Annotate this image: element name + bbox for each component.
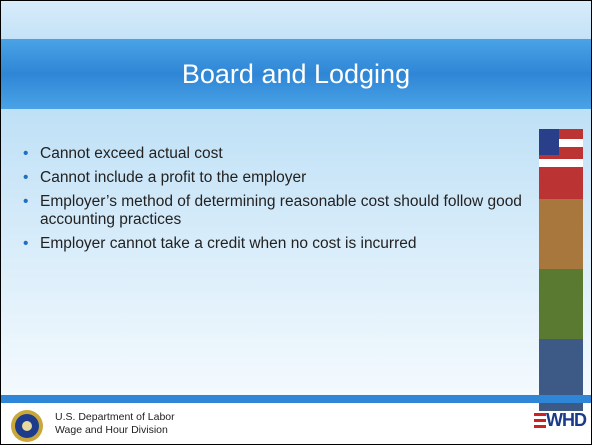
photo-flag-stripe bbox=[539, 139, 583, 147]
logo-stripe bbox=[534, 413, 546, 416]
photo-strip bbox=[539, 129, 583, 411]
content: Cannot exceed actual cost Cannot include … bbox=[1, 109, 591, 395]
dol-seal bbox=[11, 410, 43, 442]
bullet: Cannot include a profit to the employer bbox=[23, 169, 533, 187]
photo-workers bbox=[539, 199, 583, 269]
photo-flag-canton bbox=[539, 129, 559, 155]
whd-logo: WHD bbox=[546, 410, 587, 430]
bottom-band bbox=[1, 395, 591, 403]
photo-flag-stripe bbox=[539, 159, 583, 167]
top-strip bbox=[1, 1, 591, 39]
logo-stripe bbox=[534, 419, 546, 422]
bullet-list: Cannot exceed actual cost Cannot include … bbox=[23, 145, 533, 259]
bullet: Employer’s method of determining reasona… bbox=[23, 193, 533, 229]
logo-stripe bbox=[534, 425, 546, 428]
seal-emblem bbox=[22, 421, 32, 431]
bullet: Cannot exceed actual cost bbox=[23, 145, 533, 163]
footer-line: U.S. Department of Labor bbox=[55, 411, 175, 423]
title-band: Board and Lodging bbox=[1, 39, 591, 109]
whd-logo-art bbox=[534, 413, 546, 428]
footer-line: Wage and Hour Division bbox=[55, 424, 168, 436]
bullet: Employer cannot take a credit when no co… bbox=[23, 235, 533, 253]
title: Board and Lodging bbox=[181, 58, 411, 89]
photo-field bbox=[539, 269, 583, 339]
